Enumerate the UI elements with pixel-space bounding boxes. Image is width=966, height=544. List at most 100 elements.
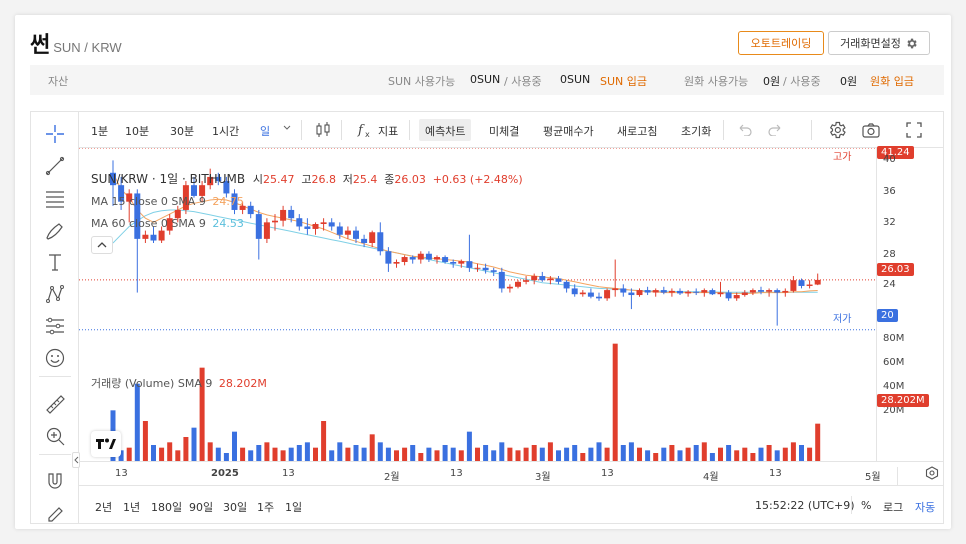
- axis-settings-icon[interactable]: [925, 466, 939, 483]
- volume-bar: [151, 445, 156, 461]
- avg-price-button[interactable]: 평균매수가: [543, 125, 594, 138]
- range-2y[interactable]: 2년: [95, 501, 113, 514]
- candle-body: [369, 232, 376, 243]
- autotrade-button[interactable]: 오토트레이딩: [738, 31, 824, 55]
- crosshair-icon[interactable]: [43, 123, 67, 145]
- legend-open: 25.47: [263, 173, 295, 186]
- candle-body: [207, 176, 214, 186]
- log-toggle[interactable]: 로그: [883, 501, 904, 514]
- candle-body: [523, 280, 530, 282]
- legend-high: 26.8: [311, 173, 336, 186]
- interval-dropdown-icon[interactable]: [282, 123, 292, 136]
- sun-deposit-link[interactable]: SUN 입금: [600, 75, 647, 88]
- volume-bar: [523, 447, 529, 461]
- text-icon[interactable]: [43, 251, 67, 273]
- pattern-icon[interactable]: [43, 283, 67, 305]
- volume-bar: [223, 453, 229, 461]
- emoji-icon[interactable]: [43, 347, 67, 369]
- candle-body: [385, 251, 392, 264]
- unfilled-button[interactable]: 미체결: [489, 125, 520, 138]
- range-90d[interactable]: 90일: [189, 501, 214, 514]
- candle-body: [304, 226, 311, 229]
- ma60-legend: MA 60 close 0 SMA 9 24.53: [91, 217, 244, 230]
- candle-body: [199, 185, 206, 196]
- candle-body: [798, 280, 805, 286]
- auto-toggle[interactable]: 자동: [915, 501, 936, 514]
- tradingview-logo: [91, 431, 121, 457]
- volume-bar: [345, 447, 351, 461]
- range-1y[interactable]: 1년: [123, 501, 141, 514]
- volume-bar: [280, 450, 286, 461]
- volume-tick-20m: 20M: [883, 405, 905, 416]
- volume-bar: [466, 431, 472, 461]
- candle-style-icon[interactable]: [315, 121, 331, 142]
- candle-body: [409, 257, 416, 260]
- interval-30m[interactable]: 30분: [170, 125, 195, 138]
- fib-lines-icon[interactable]: [43, 187, 67, 209]
- interval-10m[interactable]: 10분: [125, 125, 150, 138]
- undo-icon[interactable]: [736, 122, 752, 139]
- prediction-icon[interactable]: [43, 315, 67, 337]
- collapse-legend-button[interactable]: [91, 236, 113, 254]
- candle-body: [725, 292, 732, 299]
- time-label-13d: 13: [601, 468, 614, 479]
- screen-settings-button[interactable]: 거래화면설정: [828, 31, 930, 55]
- time-label-feb: 2월: [384, 472, 400, 483]
- volume-tick-40m: 40M: [883, 381, 905, 392]
- volume-bar: [418, 453, 424, 461]
- time-label-13b: 13: [282, 468, 295, 479]
- clock-display[interactable]: 15:52:22 (UTC+9): [755, 499, 855, 512]
- lock-drawing-icon[interactable]: [43, 500, 67, 522]
- time-axis[interactable]: 13 2025 13 2월 13 3월 13 4월 13 5월: [79, 461, 943, 485]
- indicator-button[interactable]: 지표: [378, 125, 399, 138]
- volume-bar: [475, 447, 480, 461]
- ruler-icon[interactable]: [43, 393, 67, 415]
- candle-body: [434, 257, 440, 260]
- range-180d[interactable]: 180일: [151, 501, 183, 514]
- chart-settings-icon[interactable]: [827, 120, 847, 143]
- volume-bar: [807, 447, 813, 461]
- brush-icon[interactable]: [43, 219, 67, 241]
- volume-bar: [313, 447, 318, 461]
- interval-1d[interactable]: 일: [260, 125, 271, 138]
- candle-body: [417, 253, 424, 260]
- price-tick-32: 32: [883, 217, 896, 228]
- price-tick-28: 28: [883, 249, 896, 260]
- candle-body: [806, 284, 813, 286]
- range-1w[interactable]: 1주: [257, 501, 275, 514]
- refresh-button[interactable]: 새로고침: [617, 125, 658, 138]
- reset-button[interactable]: 초기화: [681, 125, 712, 138]
- interval-1m[interactable]: 1분: [91, 125, 109, 138]
- percent-toggle[interactable]: %: [861, 499, 872, 512]
- candle-body: [174, 209, 181, 219]
- redo-icon[interactable]: [768, 122, 784, 139]
- collapse-toolbar-button[interactable]: [72, 452, 80, 468]
- volume-bar: [442, 445, 448, 461]
- forecast-chart-button[interactable]: 예측차트: [419, 119, 472, 141]
- range-30d[interactable]: 30일: [223, 501, 248, 514]
- candle-body: [612, 288, 619, 291]
- ma60-value: 24.53: [212, 217, 244, 230]
- candle-body: [466, 261, 473, 268]
- zoom-in-icon[interactable]: [43, 425, 67, 447]
- price-axis[interactable]: 고가 41.24 36 40 32 28 24 26.03 20 80M 60M…: [876, 146, 943, 461]
- legend-change: +0.63 (+2.48%): [432, 173, 523, 186]
- camera-icon[interactable]: [861, 121, 881, 142]
- volume-bar: [742, 447, 748, 461]
- range-1d[interactable]: 1일: [285, 501, 303, 514]
- interval-1h[interactable]: 1시간: [212, 125, 240, 138]
- trend-line-icon[interactable]: [43, 155, 67, 177]
- volume-bar: [394, 450, 399, 461]
- krw-deposit-link[interactable]: 원화 입금: [870, 75, 914, 88]
- candle-body: [231, 193, 238, 210]
- volume-bar: [604, 447, 610, 461]
- fullscreen-icon[interactable]: [905, 121, 923, 142]
- candle-body: [450, 262, 457, 264]
- legend-symbol: SUN/KRW · 1일 · BITHUMB: [91, 172, 246, 186]
- volume-bar: [758, 447, 764, 461]
- candle-body: [596, 296, 602, 299]
- price-chart[interactable]: [79, 148, 876, 461]
- magnet-icon[interactable]: [43, 470, 67, 492]
